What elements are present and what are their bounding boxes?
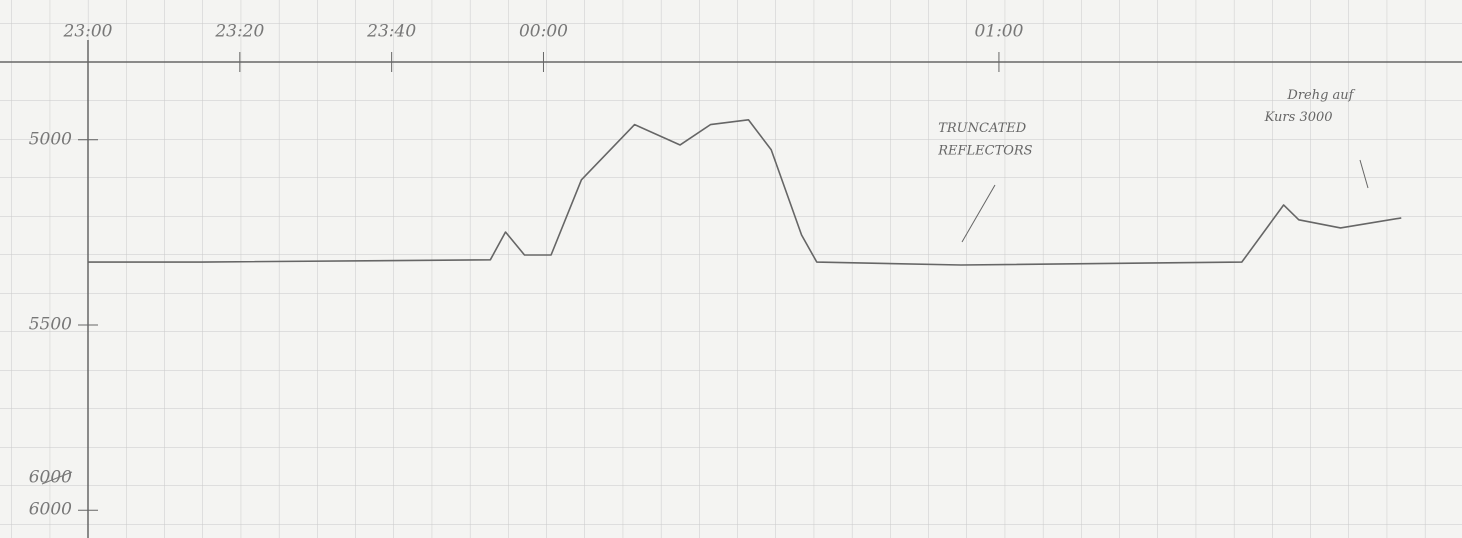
y-tick-label: 5500 — [29, 315, 72, 335]
annotation: Drehg auf — [1286, 88, 1355, 103]
x-tick-label: 23:40 — [366, 22, 416, 42]
crossed-label: 6000 — [29, 468, 72, 488]
annotation: REFLECTORS — [937, 143, 1032, 158]
y-tick-label: 6000 — [29, 500, 72, 520]
x-tick-label: 23:20 — [214, 22, 264, 42]
x-tick-label: 00:00 — [519, 22, 568, 42]
y-tick-label: 5000 — [29, 129, 72, 149]
arrow — [1359, 159, 1369, 189]
arrow — [961, 184, 996, 243]
line — [88, 118, 1402, 266]
x-tick-label: 01:00 — [974, 22, 1023, 42]
strike — [41, 471, 73, 485]
x-tick-label: 23:00 — [63, 22, 113, 42]
annotation: TRUNCATED — [938, 121, 1027, 136]
annotation: Kurs 3000 — [1264, 110, 1333, 125]
